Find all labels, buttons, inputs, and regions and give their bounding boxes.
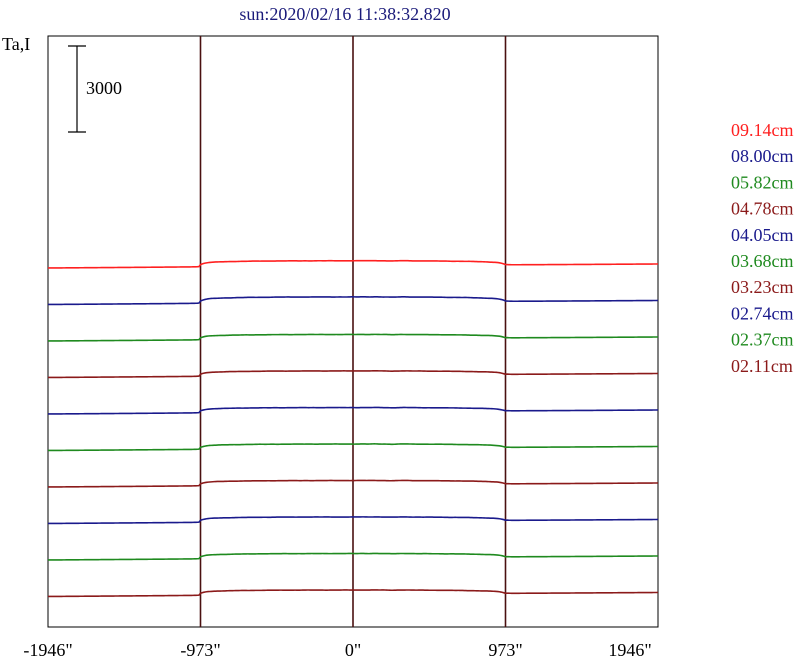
series-line-04.05cm bbox=[47, 406, 659, 415]
scale-bar: 3000 bbox=[68, 45, 122, 133]
vertical-reference-lines bbox=[199, 36, 507, 627]
series-line-08.00cm bbox=[47, 295, 659, 306]
x-tick-label: 0" bbox=[345, 640, 361, 660]
legend-entry: 04.78cm bbox=[731, 199, 794, 219]
x-tick-label: 1946" bbox=[608, 640, 651, 660]
legend-entry: 02.37cm bbox=[731, 330, 794, 350]
legend-entry: 05.82cm bbox=[731, 172, 794, 192]
legend-entry: 02.74cm bbox=[731, 303, 794, 323]
y-axis-label: Ta,I bbox=[2, 34, 30, 54]
series-line-09.14cm bbox=[47, 259, 659, 269]
x-tick-label: -1946" bbox=[23, 640, 72, 660]
series-line-02.74cm bbox=[47, 516, 659, 525]
x-tick-label: -973" bbox=[180, 640, 220, 660]
chart-title: sun:2020/02/16 11:38:32.820 bbox=[239, 4, 450, 24]
legend-entry: 09.14cm bbox=[731, 120, 794, 140]
series-line-02.37cm bbox=[47, 552, 659, 561]
legend-entry: 02.11cm bbox=[731, 356, 793, 376]
series-line-03.68cm bbox=[47, 443, 659, 452]
legend-entry: 08.00cm bbox=[731, 146, 794, 166]
legend-entry: 03.23cm bbox=[731, 277, 794, 297]
scale-bar-label: 3000 bbox=[86, 78, 122, 98]
series-line-05.82cm bbox=[47, 333, 659, 342]
x-tick-label: 973" bbox=[488, 640, 522, 660]
series-line-03.23cm bbox=[47, 479, 659, 488]
x-tick-labels: -1946" -973" 0" 973" 1946" bbox=[23, 640, 651, 660]
legend-entry: 03.68cm bbox=[731, 251, 794, 271]
series-group bbox=[47, 259, 659, 598]
series-line-04.78cm bbox=[47, 370, 659, 379]
legend: 09.14cm 08.00cm 05.82cm 04.78cm 04.05cm 03.68… bbox=[731, 120, 794, 376]
series-line-02.11cm bbox=[47, 589, 659, 598]
legend-entry: 04.05cm bbox=[731, 225, 794, 245]
